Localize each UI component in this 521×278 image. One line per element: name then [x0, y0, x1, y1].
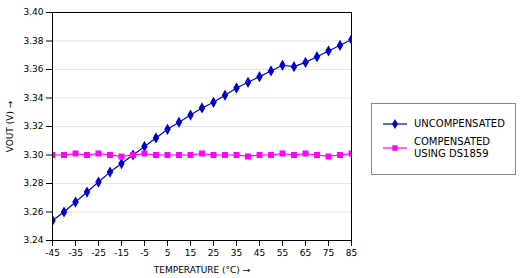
- svg-text:3.34: 3.34: [23, 93, 43, 103]
- svg-text:3.24: 3.24: [23, 235, 43, 245]
- svg-text:5: 5: [165, 248, 171, 258]
- svg-text:55: 55: [277, 248, 288, 258]
- svg-text:3.28: 3.28: [23, 178, 43, 188]
- svg-text:15: 15: [185, 248, 196, 258]
- svg-text:75: 75: [323, 248, 334, 258]
- svg-text:3.38: 3.38: [23, 36, 43, 46]
- svg-text:45: 45: [254, 248, 265, 258]
- svg-text:25: 25: [208, 248, 219, 258]
- svg-text:-25: -25: [91, 248, 106, 258]
- svg-text:3.36: 3.36: [23, 64, 43, 74]
- svg-text:35: 35: [231, 248, 242, 258]
- html-text:COMPENSATED USING DS1859: COMPENSATED USING DS1859: [414, 136, 490, 159]
- svg-text:3.30: 3.30: [23, 150, 43, 160]
- svg-text:-15: -15: [114, 248, 129, 258]
- html-text:UNCOMPENSATED: UNCOMPENSATED: [414, 118, 505, 129]
- svg-text:-35: -35: [68, 248, 83, 258]
- svg-text:-5: -5: [140, 248, 149, 258]
- svg-text:VOUT (V) →: VOUT (V) →: [5, 100, 15, 152]
- svg-text:-45: -45: [45, 248, 60, 258]
- svg-text:3.32: 3.32: [23, 121, 43, 131]
- svg-text:85: 85: [346, 248, 357, 258]
- svg-text:3.26: 3.26: [23, 207, 43, 217]
- svg-text:3.40: 3.40: [23, 7, 43, 17]
- svg-text:TEMPERATURE (°C) →: TEMPERATURE (°C) →: [153, 265, 251, 275]
- svg-text:65: 65: [300, 248, 311, 258]
